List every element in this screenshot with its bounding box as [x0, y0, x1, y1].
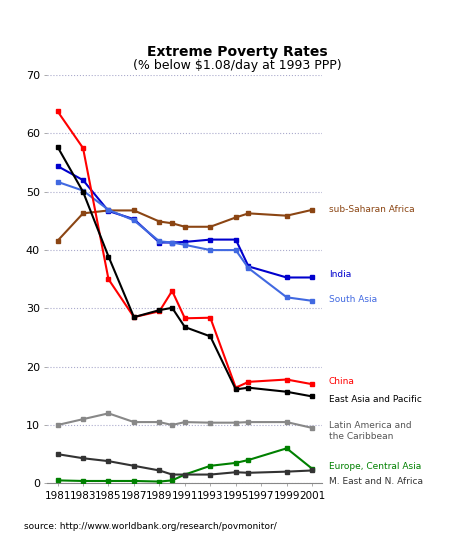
Text: China: China — [328, 377, 355, 386]
Text: East Asia and Pacific: East Asia and Pacific — [328, 395, 421, 404]
Text: Latin America and
the Caribbean: Latin America and the Caribbean — [328, 421, 411, 440]
Text: Extreme Poverty Rates: Extreme Poverty Rates — [146, 45, 328, 59]
Text: sub-Saharan Africa: sub-Saharan Africa — [328, 205, 414, 214]
Text: source: http://www.worldbank.org/research/povmonitor/: source: http://www.worldbank.org/researc… — [24, 522, 276, 531]
Text: (% below $1.08/day at 1993 PPP): (% below $1.08/day at 1993 PPP) — [133, 60, 341, 72]
Text: M. East and N. Africa: M. East and N. Africa — [328, 477, 423, 486]
Text: Europe, Central Asia: Europe, Central Asia — [328, 462, 421, 471]
Text: South Asia: South Asia — [328, 295, 377, 304]
Text: India: India — [328, 270, 351, 279]
